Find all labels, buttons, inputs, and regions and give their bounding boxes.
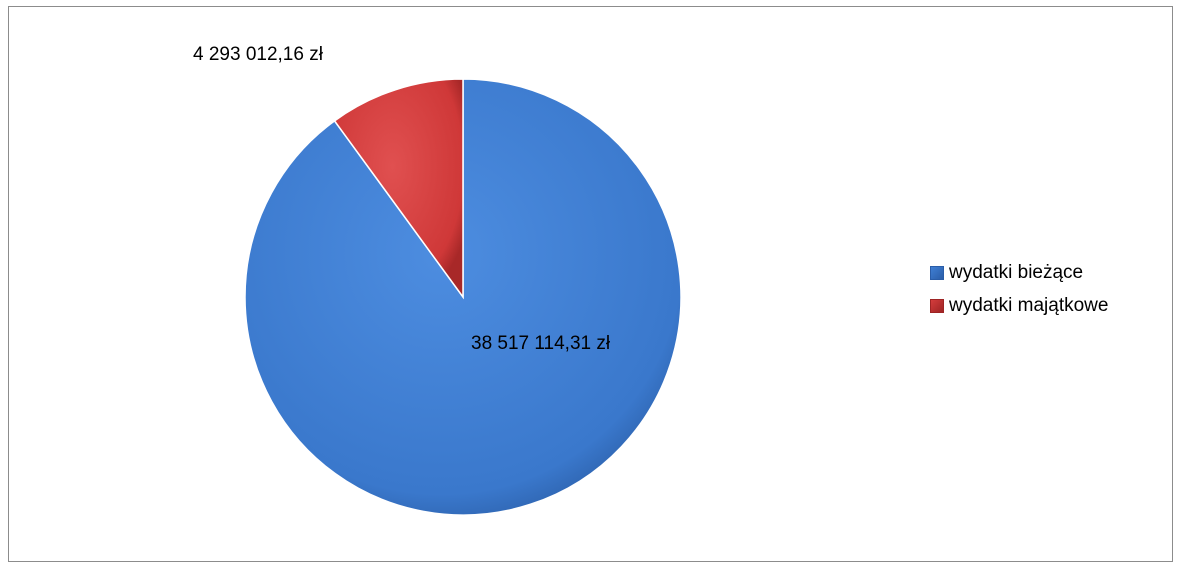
legend-swatch-red <box>930 299 944 313</box>
legend-item-wydatki-majatkowe: wydatki majątkowe <box>930 291 1108 321</box>
legend-label: wydatki majątkowe <box>949 295 1109 316</box>
legend: wydatki bieżące wydatki majątkowe <box>930 258 1108 324</box>
legend-swatch-blue <box>930 266 944 280</box>
legend-item-wydatki-biezace: wydatki bieżące <box>930 258 1108 288</box>
data-label-wydatki-majatkowe: 4 293 012,16 zł <box>193 44 324 65</box>
pie-data-labels: 38 517 114,31 zł 4 293 012,16 zł <box>193 44 611 354</box>
pie-slice-wydatki-majatkowe <box>333 78 464 300</box>
pie-slices <box>244 78 682 516</box>
legend-label: wydatki bieżące <box>949 262 1084 283</box>
data-label-wydatki-biezace: 38 517 114,31 zł <box>471 333 611 354</box>
